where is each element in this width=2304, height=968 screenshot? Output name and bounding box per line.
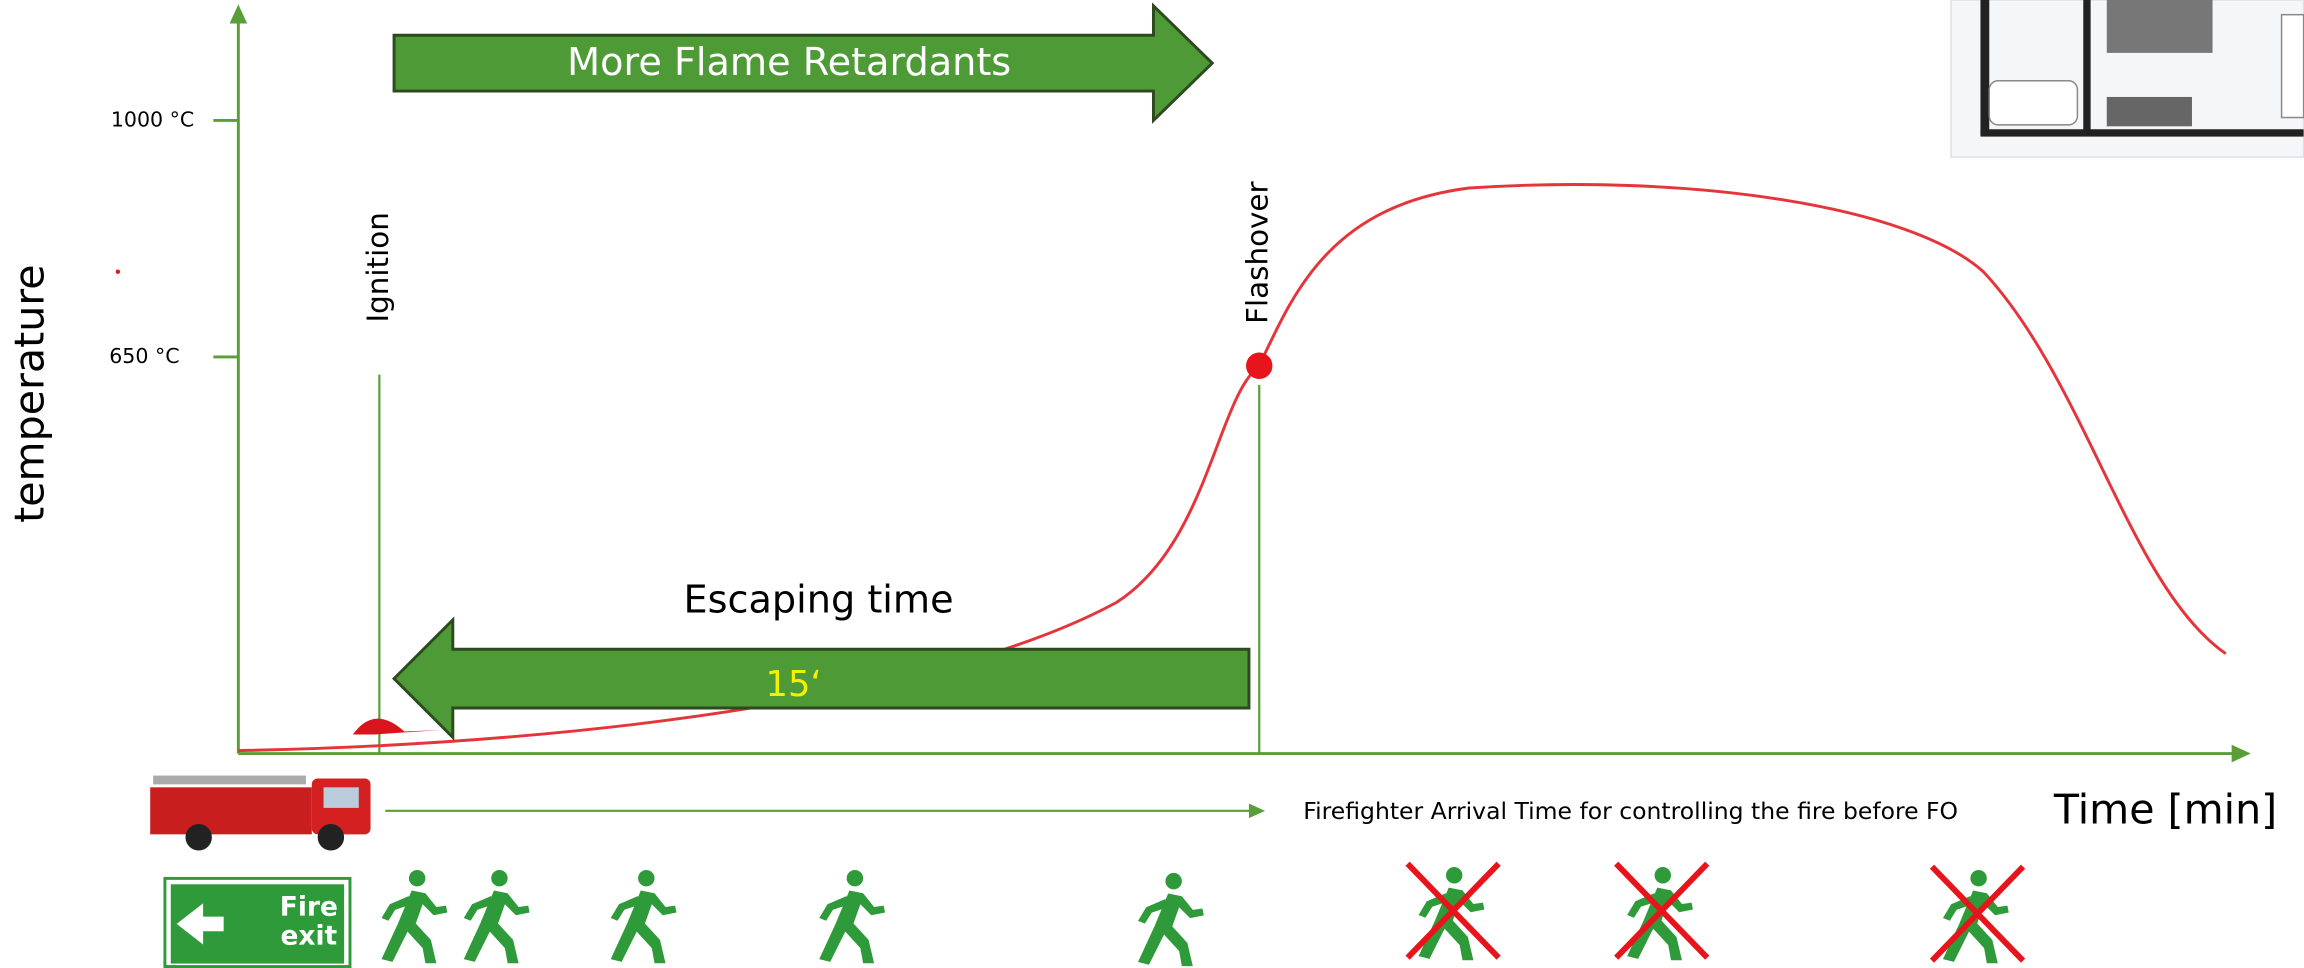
firefighter-arrowhead	[1248, 803, 1266, 819]
escape-duration: 15‘	[766, 664, 822, 705]
escape-arrow	[391, 616, 1251, 741]
ignition-flame	[352, 718, 442, 735]
escape-label: Escaping time	[683, 579, 953, 623]
x-axis-label: Time [min]	[2053, 785, 2277, 833]
firefighter-label: Firefighter Arrival Time for controlling…	[1303, 797, 1958, 825]
y-axis-label: temperature	[6, 264, 54, 522]
runner	[463, 869, 530, 964]
level-label: 1000 °C	[111, 107, 194, 131]
runner	[381, 869, 448, 964]
flashover-point	[1246, 352, 1273, 379]
cross-marks	[1405, 861, 2026, 963]
dot	[115, 269, 121, 274]
banner-arrow	[392, 2, 1215, 124]
runner	[819, 869, 886, 964]
runner	[1137, 872, 1204, 967]
level-label: 650 °C	[109, 344, 179, 368]
fire-truck	[150, 775, 371, 851]
axes	[213, 14, 2237, 756]
y-arrowhead	[229, 4, 248, 24]
banner-text: More Flame Retardants	[567, 41, 1011, 85]
sign-text: Fire	[280, 891, 338, 922]
sign-text: exit	[281, 921, 338, 952]
ignition-label: Ignition	[361, 212, 395, 322]
flashover-label: Flashover	[1241, 181, 1275, 324]
fire-exit-sign: Fire exit	[163, 876, 352, 968]
floor-plan	[1950, 0, 2304, 158]
runner	[610, 869, 677, 964]
x-arrowhead	[2231, 744, 2251, 763]
